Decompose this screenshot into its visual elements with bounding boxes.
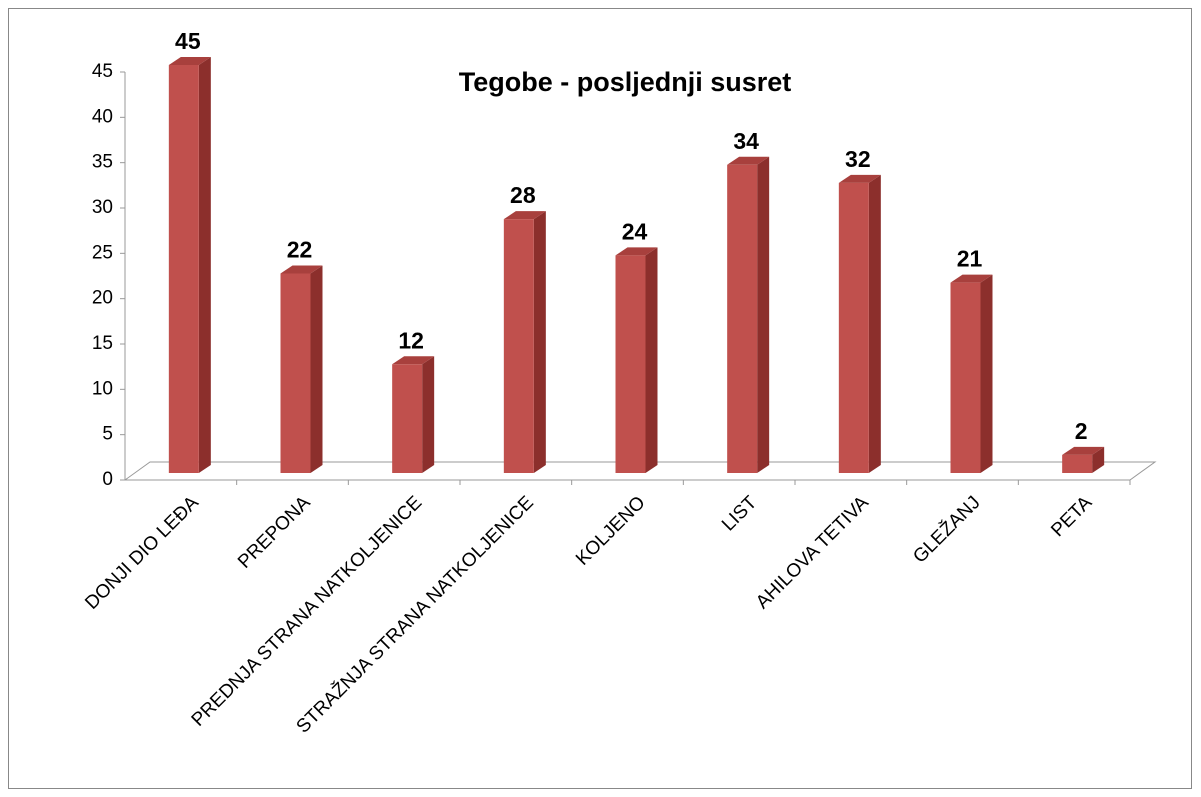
chart-title: Tegobe - posljednji susret	[459, 67, 792, 97]
bar-face	[1062, 454, 1093, 473]
bar-face	[950, 274, 993, 283]
bar	[838, 174, 881, 473]
bar	[503, 211, 546, 473]
bar-face	[950, 282, 981, 473]
bar-face	[198, 57, 211, 473]
value-label: 24	[622, 218, 648, 244]
y-tick-label: 0	[102, 469, 113, 490]
bar-face	[392, 356, 435, 365]
y-tick-label: 5	[102, 424, 113, 445]
value-label: 34	[733, 128, 759, 154]
y-tick-label: 15	[92, 333, 113, 354]
y-tick-label: 10	[92, 378, 113, 399]
bar-face	[422, 356, 435, 473]
bar-face	[503, 219, 534, 473]
bar	[727, 156, 770, 473]
value-label: 12	[398, 327, 424, 353]
bar-face	[757, 156, 770, 473]
bar-face	[1092, 446, 1105, 473]
bar	[950, 274, 993, 473]
bar-face	[533, 211, 546, 473]
value-label: 2	[1075, 418, 1088, 444]
value-label: 45	[175, 28, 201, 54]
bar-face	[727, 164, 758, 473]
bar-face	[868, 174, 881, 473]
bar-face	[280, 265, 323, 274]
value-label: 28	[510, 182, 536, 208]
bar-face	[838, 182, 869, 473]
bar-face	[838, 174, 881, 183]
bar-face	[615, 255, 646, 473]
y-tick-label: 45	[92, 61, 113, 82]
value-label: 32	[845, 146, 871, 172]
y-tick-label: 30	[92, 197, 113, 218]
value-label: 22	[287, 237, 313, 263]
bar-face	[280, 273, 311, 473]
bar-face	[727, 156, 770, 165]
bar-face	[310, 265, 323, 473]
bar-face	[168, 57, 211, 65]
bar-face	[645, 247, 658, 473]
y-tick-label: 25	[92, 242, 113, 263]
bar	[168, 57, 211, 473]
y-tick-label: 40	[92, 106, 113, 127]
bar-face	[980, 274, 993, 473]
bar-face	[615, 247, 658, 256]
bar	[392, 356, 435, 473]
y-tick-label: 35	[92, 152, 113, 173]
bar-face	[392, 364, 423, 473]
bar-face	[503, 211, 546, 220]
bar-face	[168, 65, 199, 473]
bar	[280, 265, 323, 473]
bar	[615, 247, 658, 473]
bar-face	[1062, 446, 1105, 455]
bar	[1062, 446, 1105, 473]
y-tick-label: 20	[92, 288, 113, 309]
value-label: 21	[957, 246, 983, 272]
